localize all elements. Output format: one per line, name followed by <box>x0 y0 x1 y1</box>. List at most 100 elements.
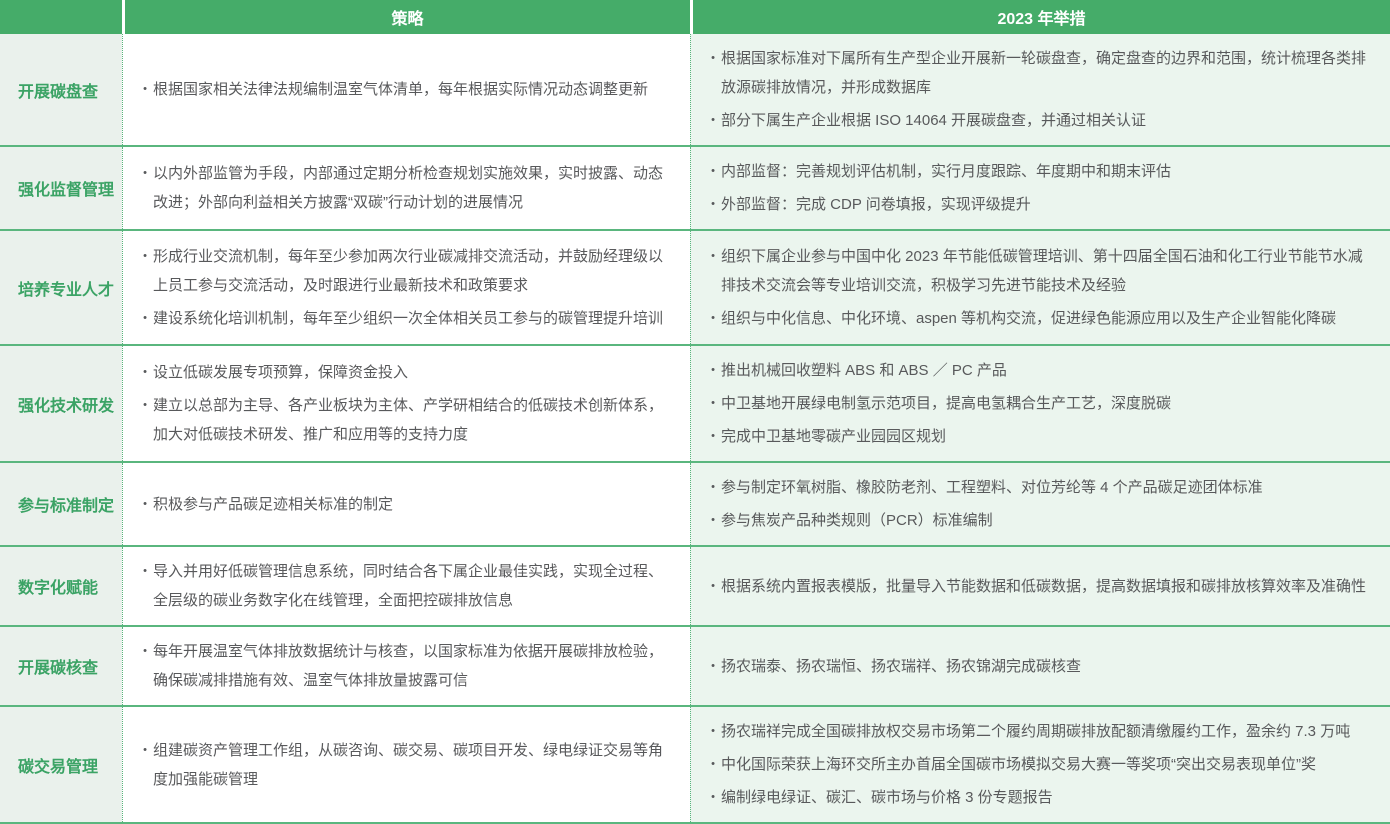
bullet-text: 完成中卫基地零碳产业园园区规划 <box>721 428 947 445</box>
bullet-text: 中卫基地开展绿电制氢示范项目，提高电氢耦合生产工艺，深度脱碳 <box>721 395 1172 412</box>
bullet-item: • 根据国家标准对下属所有生产型企业开展新一轮碳盘查，确定盘查的边界和范围，统计梳… <box>697 44 1372 102</box>
bullet-text: 根据国家相关法律法规编制温室气体清单，每年根据实际情况动态调整更新 <box>153 81 649 98</box>
measures-cell: • 内部监督：完善规划评估机制，实行月度跟踪、年度期中和期末评估 • 外部监督：完成 … <box>690 147 1390 229</box>
bullet-item: • 扬农瑞祥完成全国碳排放权交易市场第二个履约周期碳排放配额清缴履约工作，盈余约 … <box>697 717 1372 746</box>
bullet-icon: • <box>711 430 715 442</box>
bullet-icon: • <box>711 791 715 803</box>
bullet-item: • 建设系统化培训机制，每年至少组织一次全体相关员工参与的碳管理提升培训 <box>129 304 674 333</box>
bullet-item: • 形成行业交流机制，每年至少参加两次行业碳减排交流活动，并鼓励经理级以上员工参与… <box>129 242 674 300</box>
bullet-item: • 导入并用好低碳管理信息系统，同时结合各下属企业最佳实践，实现全过程、全层级的碳… <box>129 557 674 615</box>
bullet-text: 推出机械回收塑料 ABS 和 ABS ／ PC 产品 <box>721 362 1007 379</box>
bullet-text: 外部监督：完成 CDP 问卷填报，实现评级提升 <box>721 196 1031 213</box>
row-label: 数字化赋能 <box>0 547 122 625</box>
strategy-cell: • 导入并用好低碳管理信息系统，同时结合各下属企业最佳实践，实现全过程、全层级的碳… <box>122 547 690 625</box>
table-row: 培养专业人才 • 形成行业交流机制，每年至少参加两次行业碳减排交流活动，并鼓励经理级… <box>0 229 1390 344</box>
measures-cell: • 根据系统内置报表模版，批量导入节能数据和低碳数据，提高数据填报和碳排放核算效率… <box>690 547 1390 625</box>
table-body: 开展碳盘查 • 根据国家相关法律法规编制温室气体清单，每年根据实际情况动态调整更新 •… <box>0 34 1390 822</box>
measures-cell: • 参与制定环氧树脂、橡胶防老剂、工程塑料、对位芳纶等 4 个产品碳足迹团体标准 •… <box>690 463 1390 545</box>
bullet-icon: • <box>143 366 147 378</box>
measures-cell: • 推出机械回收塑料 ABS 和 ABS ／ PC 产品 • 中卫基地开展绿电制氢示范… <box>690 346 1390 461</box>
strategy-cell: • 根据国家相关法律法规编制温室气体清单，每年根据实际情况动态调整更新 <box>122 34 690 145</box>
bullet-item: • 以内外部监管为手段，内部通过定期分析检查规划实施效果，实时披露、动态改进；外部… <box>129 159 674 217</box>
bullet-item: • 外部监督：完成 CDP 问卷填报，实现评级提升 <box>697 190 1372 219</box>
row-label: 开展碳核查 <box>0 627 122 705</box>
bullet-icon: • <box>143 312 147 324</box>
bullet-icon: • <box>711 52 715 64</box>
strategy-cell: • 每年开展温室气体排放数据统计与核查，以国家标准为依据开展碳排放检验，确保碳减排… <box>122 627 690 705</box>
bullet-item: • 参与制定环氧树脂、橡胶防老剂、工程塑料、对位芳纶等 4 个产品碳足迹团体标准 <box>697 473 1372 502</box>
table-row: 碳交易管理 • 组建碳资产管理工作组，从碳咨询、碳交易、碳项目开发、绿电绿证交易等角… <box>0 705 1390 822</box>
bullet-text: 建设系统化培训机制，每年至少组织一次全体相关员工参与的碳管理提升培训 <box>153 310 664 327</box>
bullet-text: 编制绿电绿证、碳汇、碳市场与价格 3 份专题报告 <box>721 789 1053 806</box>
measures-cell: • 根据国家标准对下属所有生产型企业开展新一轮碳盘查，确定盘查的边界和范围，统计梳… <box>690 34 1390 145</box>
bullet-text: 导入并用好低碳管理信息系统，同时结合各下属企业最佳实践，实现全过程、全层级的碳业… <box>153 563 664 609</box>
measures-cell: • 组织下属企业参与中国中化 2023 年节能低碳管理培训、第十四届全国石油和化工… <box>690 231 1390 344</box>
row-label: 强化技术研发 <box>0 346 122 461</box>
strategy-cell: • 设立低碳发展专项预算，保障资金投入 • 建立以总部为主导、各产业板块为主体、产学研… <box>122 346 690 461</box>
bullet-icon: • <box>143 83 147 95</box>
bullet-icon: • <box>711 659 715 672</box>
bullet-text: 形成行业交流机制，每年至少参加两次行业碳减排交流活动，并鼓励经理级以上员工参与交… <box>153 248 664 294</box>
bullet-icon: • <box>711 312 715 324</box>
bullet-item: • 组织与中化信息、中化环境、aspen 等机构交流，促进绿色能源应用以及生产企业… <box>697 304 1372 333</box>
bullet-item: • 参与焦炭产品种类规则（PCR）标准编制 <box>697 506 1372 535</box>
bullet-item: • 推出机械回收塑料 ABS 和 ABS ／ PC 产品 <box>697 356 1372 385</box>
bullet-item: • 每年开展温室气体排放数据统计与核查，以国家标准为依据开展碳排放检验，确保碳减排… <box>129 637 674 695</box>
bullet-text: 以内外部监管为手段，内部通过定期分析检查规划实施效果，实时披露、动态改进；外部向… <box>153 165 664 211</box>
bullet-icon: • <box>711 364 715 376</box>
bullet-text: 积极参与产品碳足迹相关标准的制定 <box>153 495 394 513</box>
header-strategy: 策略 <box>122 0 690 34</box>
strategy-cell: • 以内外部监管为手段，内部通过定期分析检查规划实施效果，实时披露、动态改进；外部… <box>122 147 690 229</box>
table-row: 开展碳核查 • 每年开展温室气体排放数据统计与核查，以国家标准为依据开展碳排放检验，… <box>0 625 1390 705</box>
bullet-icon: • <box>143 645 147 657</box>
bullet-icon: • <box>711 514 715 526</box>
bullet-item: • 完成中卫基地零碳产业园园区规划 <box>697 422 1372 451</box>
bullet-text: 设立低碳发展专项预算，保障资金投入 <box>153 364 409 381</box>
table-header: 策略 2023 年举措 <box>0 0 1390 34</box>
row-label: 开展碳盘查 <box>0 34 122 145</box>
table-row: 开展碳盘查 • 根据国家相关法律法规编制温室气体清单，每年根据实际情况动态调整更新 •… <box>0 34 1390 145</box>
bullet-item: • 编制绿电绿证、碳汇、碳市场与价格 3 份专题报告 <box>697 783 1372 812</box>
bullet-item: • 部分下属生产企业根据 ISO 14064 开展碳盘查，并通过相关认证 <box>697 106 1372 135</box>
bullet-item: • 设立低碳发展专项预算，保障资金投入 <box>129 358 674 387</box>
table-row: 强化技术研发 • 设立低碳发展专项预算，保障资金投入 • 建立以总部为主导、各产业板块为… <box>0 344 1390 461</box>
bullet-icon: • <box>143 497 147 510</box>
table-row: 数字化赋能 • 导入并用好低碳管理信息系统，同时结合各下属企业最佳实践，实现全过程、… <box>0 545 1390 625</box>
measures-cell: • 扬农瑞泰、扬农瑞恒、扬农瑞祥、扬农锦湖完成碳核查 <box>690 627 1390 705</box>
bullet-text: 每年开展温室气体排放数据统计与核查，以国家标准为依据开展碳排放检验，确保碳减排措… <box>153 643 664 689</box>
bullet-text: 内部监督：完善规划评估机制，实行月度跟踪、年度期中和期末评估 <box>721 163 1172 180</box>
bullet-icon: • <box>143 399 147 411</box>
bullet-item: • 组建碳资产管理工作组，从碳咨询、碳交易、碳项目开发、绿电绿证交易等角度加强能碳… <box>129 736 674 794</box>
row-label: 培养专业人才 <box>0 231 122 344</box>
bullet-item: • 中化国际荣获上海环交所主办首届全国碳市场模拟交易大赛一等奖项“突出交易表现单位… <box>697 750 1372 779</box>
bullet-text: 部分下属生产企业根据 ISO 14064 开展碳盘查，并通过相关认证 <box>721 112 1147 129</box>
bullet-item: • 积极参与产品碳足迹相关标准的制定 <box>129 490 674 519</box>
strategy-cell: • 组建碳资产管理工作组，从碳咨询、碳交易、碳项目开发、绿电绿证交易等角度加强能碳… <box>122 707 690 822</box>
bullet-icon: • <box>711 397 715 409</box>
table-row: 参与标准制定 • 积极参与产品碳足迹相关标准的制定 • 参与制定环氧树脂、橡胶防老剂、工… <box>0 461 1390 545</box>
bullet-item: • 扬农瑞泰、扬农瑞恒、扬农瑞祥、扬农锦湖完成碳核查 <box>697 652 1372 681</box>
bullet-icon: • <box>143 250 147 262</box>
bullet-item: • 建立以总部为主导、各产业板块为主体、产学研相结合的低碳技术创新体系，加大对低碳… <box>129 391 674 449</box>
bullet-text: 建立以总部为主导、各产业板块为主体、产学研相结合的低碳技术创新体系，加大对低碳技… <box>153 397 664 443</box>
bullet-text: 组建碳资产管理工作组，从碳咨询、碳交易、碳项目开发、绿电绿证交易等角度加强能碳管… <box>153 741 664 788</box>
bullet-icon: • <box>711 725 715 737</box>
bullet-icon: • <box>711 250 715 262</box>
row-label: 参与标准制定 <box>0 463 122 545</box>
bullet-icon: • <box>711 114 715 126</box>
row-label: 强化监督管理 <box>0 147 122 229</box>
bullet-item: • 内部监督：完善规划评估机制，实行月度跟踪、年度期中和期末评估 <box>697 157 1372 186</box>
bullet-text: 根据系统内置报表模版，批量导入节能数据和低碳数据，提高数据填报和碳排放核算效率及… <box>721 577 1367 595</box>
bullet-text: 中化国际荣获上海环交所主办首届全国碳市场模拟交易大赛一等奖项“突出交易表现单位”… <box>721 756 1316 773</box>
bullet-icon: • <box>711 758 715 770</box>
bullet-item: • 根据系统内置报表模版，批量导入节能数据和低碳数据，提高数据填报和碳排放核算效率… <box>697 572 1372 601</box>
bullet-item: • 根据国家相关法律法规编制温室气体清单，每年根据实际情况动态调整更新 <box>129 75 674 104</box>
bullet-icon: • <box>711 579 715 592</box>
bullet-text: 组织下属企业参与中国中化 2023 年节能低碳管理培训、第十四届全国石油和化工行… <box>721 248 1363 294</box>
bullet-text: 扬农瑞泰、扬农瑞恒、扬农瑞祥、扬农锦湖完成碳核查 <box>721 657 1082 675</box>
bullet-text: 根据国家标准对下属所有生产型企业开展新一轮碳盘查，确定盘查的边界和范围，统计梳理… <box>721 50 1367 96</box>
bullet-icon: • <box>143 565 147 577</box>
bullet-icon: • <box>711 165 715 177</box>
bullet-text: 参与焦炭产品种类规则（PCR）标准编制 <box>721 512 993 529</box>
